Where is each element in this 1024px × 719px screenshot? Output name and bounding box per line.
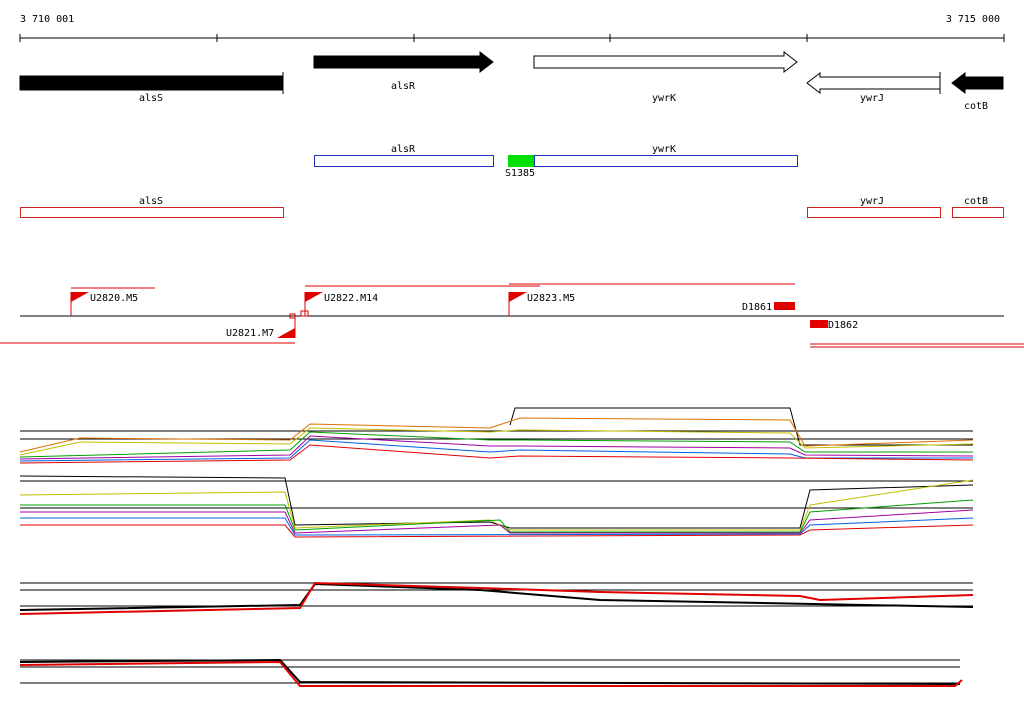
transcript-label: S1385 (505, 168, 535, 179)
transcript-small (508, 155, 534, 167)
axis-start: 3 710 001 (20, 14, 74, 25)
gene-label: alsR (391, 81, 416, 92)
region-label: ywrJ (860, 196, 884, 207)
gene-label: ywrK (652, 93, 676, 104)
promoter-label: U2821.M7 (226, 328, 274, 339)
transcript (314, 155, 494, 167)
regions (20, 207, 1004, 218)
promoter-lines (0, 283, 1024, 348)
gene-arrows (19, 50, 1004, 95)
expression-panel-1 (19, 407, 974, 464)
expression-panel-2 (19, 475, 974, 538)
promoter-label: U2822.M14 (324, 293, 378, 304)
promoter-label: D1862 (828, 320, 858, 331)
axis-end: 3 715 000 (946, 14, 1000, 25)
promoter-label: D1861 (742, 302, 772, 313)
region-label: cotB (964, 196, 988, 207)
transcript-label: alsR (391, 144, 416, 155)
promoter-label: U2823.M5 (527, 293, 575, 304)
transcript-label: ywrK (652, 144, 676, 155)
transcript (534, 155, 798, 167)
expression-panel-3 (19, 581, 974, 615)
promoter-flags (71, 292, 828, 338)
gene-label: ywrJ (860, 93, 884, 104)
axis (19, 34, 1005, 42)
gene-label: alsS (139, 93, 163, 104)
region-label: alsS (139, 196, 163, 207)
gene-label: cotB (964, 101, 988, 112)
promoter-label: U2820.M5 (90, 293, 138, 304)
expression-panel-4 (19, 658, 963, 687)
